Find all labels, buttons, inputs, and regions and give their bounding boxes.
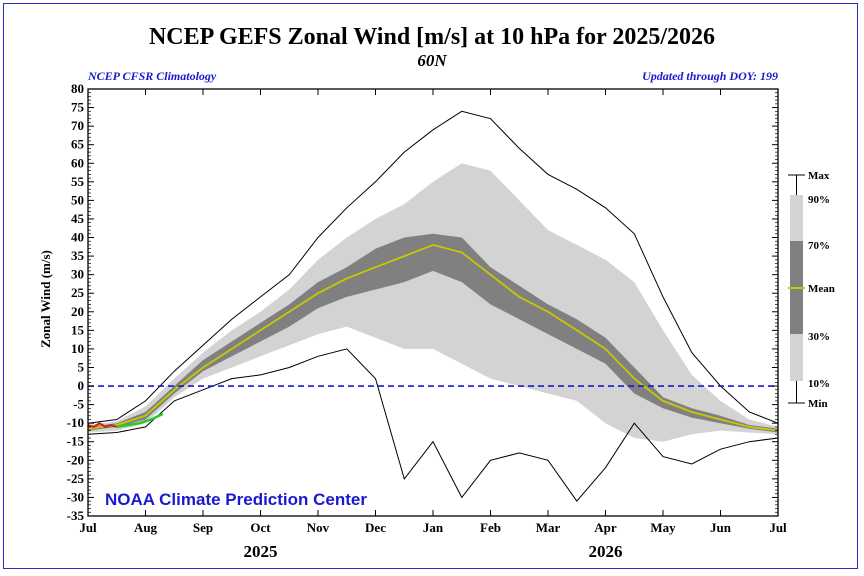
legend-label: Mean xyxy=(808,283,835,295)
y-tick-label: 40 xyxy=(71,230,84,245)
y-tick-label: 55 xyxy=(71,174,85,189)
y-tick-label: -25 xyxy=(67,471,85,486)
y-tick-label: 20 xyxy=(71,304,84,319)
x-tick-label: Aug xyxy=(134,520,158,535)
x-tick-label: Jul xyxy=(769,520,787,535)
y-tick-label: 5 xyxy=(78,359,85,374)
x-tick-label: Oct xyxy=(250,520,271,535)
series-max-line xyxy=(87,110,779,424)
y-tick-label: -15 xyxy=(67,434,85,449)
y-tick-label: 80 xyxy=(71,81,84,96)
figure-frame xyxy=(3,3,858,569)
year-label: 2025 xyxy=(244,542,278,561)
x-tick-label: Feb xyxy=(480,520,501,535)
credit-label: NOAA Climate Prediction Center xyxy=(105,490,367,509)
year-label: 2026 xyxy=(589,542,623,561)
x-tick-label: Sep xyxy=(193,520,213,535)
x-tick-label: Apr xyxy=(594,520,617,535)
chart-subtitle: 60N xyxy=(417,51,447,70)
y-tick-label: -5 xyxy=(73,397,84,412)
y-tick-label: -35 xyxy=(67,508,85,523)
y-tick-label: 65 xyxy=(71,137,85,152)
series-mean-line xyxy=(87,243,779,432)
updated-label: Updated through DOY: 199 xyxy=(642,69,778,83)
band-10-90 xyxy=(88,163,778,442)
legend-band-10 xyxy=(790,334,803,381)
series-min-line xyxy=(87,348,779,502)
observed-line xyxy=(87,422,118,428)
y-axis-label: Zonal Wind (m/s) xyxy=(38,250,53,348)
x-tick-label: Jun xyxy=(710,520,732,535)
forecast-line xyxy=(116,412,164,429)
y-tick-label: 70 xyxy=(71,118,84,133)
y-tick-label: 25 xyxy=(71,285,85,300)
y-tick-label: -20 xyxy=(67,452,84,467)
y-tick-label: 10 xyxy=(71,341,84,356)
y-tick-label: 50 xyxy=(71,192,84,207)
x-tick-label: Jan xyxy=(423,520,444,535)
y-tick-label: -10 xyxy=(67,415,84,430)
y-tick-label: 45 xyxy=(71,211,85,226)
legend-band-90 xyxy=(790,195,803,241)
legend-label: 70% xyxy=(808,240,830,252)
climatology-label: NCEP CFSR Climatology xyxy=(88,69,217,83)
legend-label: 90% xyxy=(808,194,830,206)
y-tick-label: 15 xyxy=(71,322,85,337)
chart-title: NCEP GEFS Zonal Wind [m/s] at 10 hPa for… xyxy=(148,24,716,50)
legend-label: Max xyxy=(808,170,830,182)
y-tick-label: 35 xyxy=(71,248,85,263)
x-tick-label: Jul xyxy=(79,520,97,535)
y-tick-label: 60 xyxy=(71,155,84,170)
legend-label: 30% xyxy=(808,331,830,343)
x-tick-label: May xyxy=(650,520,676,535)
y-tick-label: 0 xyxy=(78,378,85,393)
x-tick-label: Nov xyxy=(307,520,330,535)
y-tick-label: -30 xyxy=(67,489,84,504)
y-tick-label: 75 xyxy=(71,100,85,115)
x-tick-label: Dec xyxy=(365,520,386,535)
legend-label: Min xyxy=(808,398,828,410)
x-tick-label: Mar xyxy=(536,520,561,535)
y-tick-label: 30 xyxy=(71,267,84,282)
legend-label: 10% xyxy=(808,378,830,390)
